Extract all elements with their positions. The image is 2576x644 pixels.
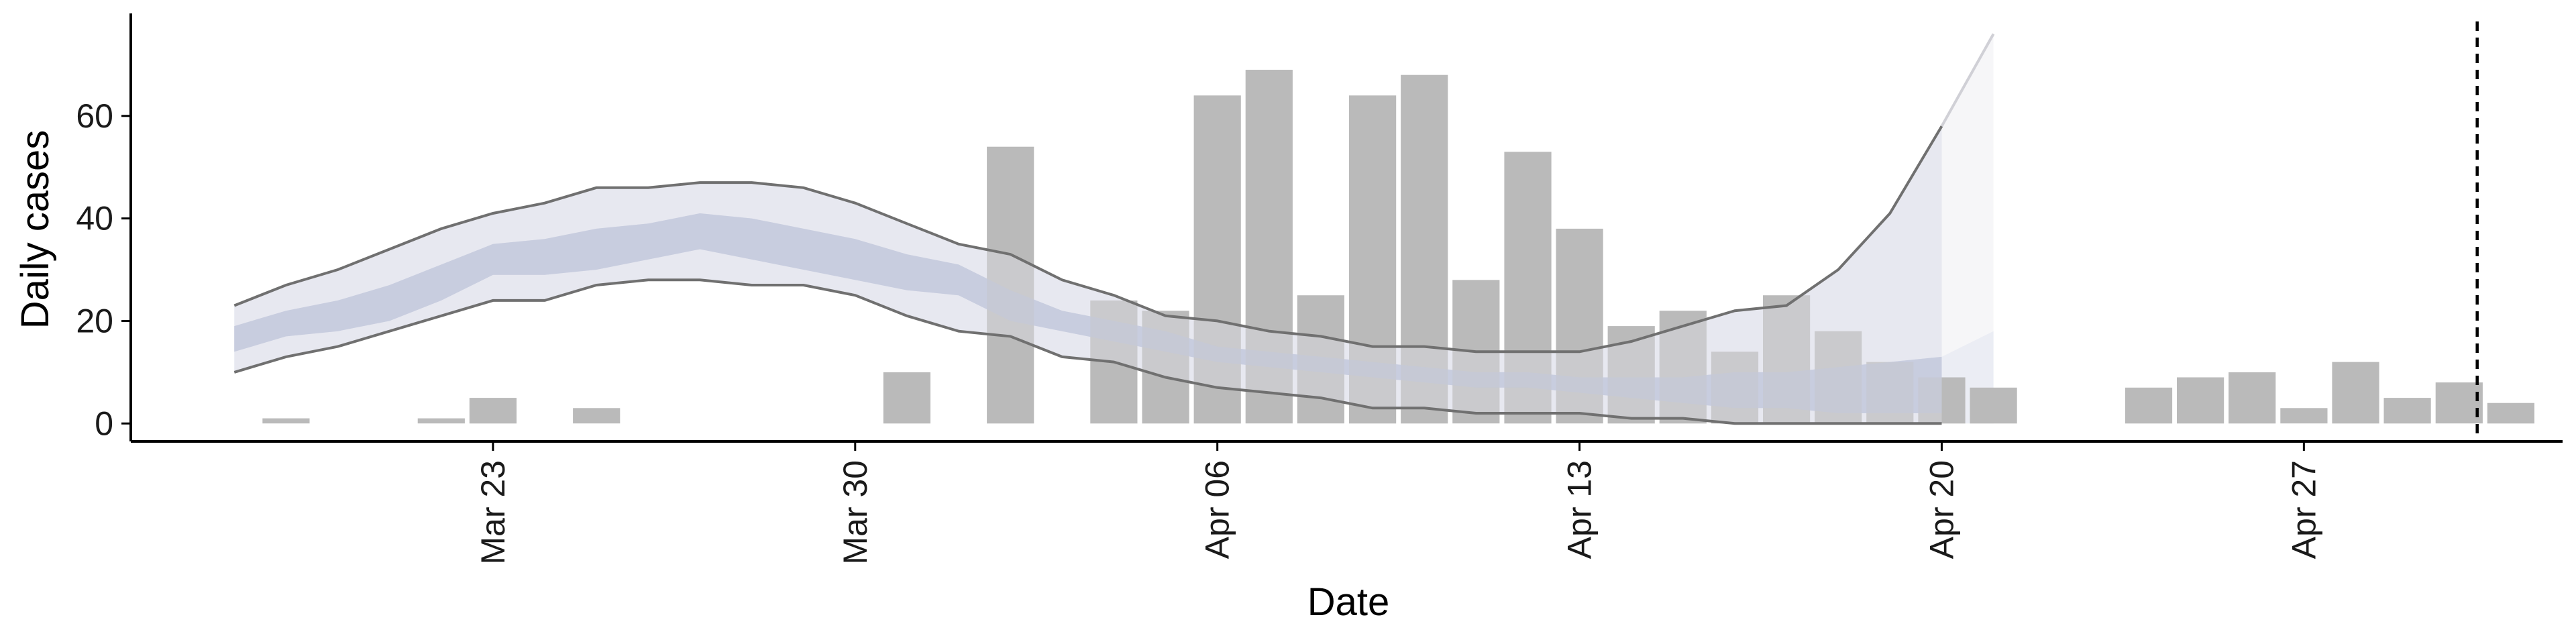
y-axis-title: Daily cases [13, 130, 57, 329]
bar-2020-04-21 [1970, 387, 2017, 424]
bar-2020-04-29 [2383, 398, 2431, 424]
y-tick-label-20: 20 [76, 302, 113, 339]
estimate-lower-line [233, 278, 1942, 425]
bar-2020-04-24 [2125, 387, 2173, 424]
estimate-overlay [233, 33, 1995, 425]
estimate-upper-line [233, 125, 1943, 354]
bar-2020-04-26 [2229, 372, 2276, 424]
x-tick-label-2020-04-27: Apr 27 [2285, 460, 2322, 559]
x-axis-title: Date [1307, 580, 1390, 624]
estimate-outer-band-overlay [234, 126, 1942, 424]
projection-upper-line [1940, 33, 1995, 127]
estimate-inner-band-overlay [234, 213, 1942, 413]
bar-2020-04-06 [1193, 95, 1241, 424]
y-tick-label-60: 60 [76, 97, 113, 135]
x-tick-label-2020-04-13: Apr 13 [1561, 460, 1599, 559]
bar-2020-03-23 [469, 398, 517, 424]
estimate-outer-band [234, 126, 1942, 424]
bar-2020-04-25 [2177, 377, 2224, 424]
bar-2020-04-30 [2435, 382, 2483, 424]
x-tick-label-2020-03-30: Mar 30 [837, 460, 874, 565]
projection-outer-band [1941, 34, 1994, 424]
axes: 0 20 40 60 Mar 23 Mar 30 Apr 06 Apr 13 Apr 20 Apr… [76, 13, 2563, 565]
x-tick-label-2020-03-23: Mar 23 [474, 460, 512, 565]
x-tick-label-2020-04-06: Apr 06 [1199, 460, 1236, 559]
bar-2020-03-22 [417, 418, 465, 424]
y-tick-label-40: 40 [76, 200, 113, 237]
bar-2020-03-31 [883, 372, 930, 424]
bar-2020-03-25 [573, 408, 621, 424]
bar-2020-05-01 [2487, 402, 2534, 424]
bar-2020-04-28 [2332, 362, 2379, 424]
bar-2020-04-10 [1401, 74, 1448, 424]
bar-2020-04-27 [2280, 408, 2328, 424]
x-tick-label-2020-04-20: Apr 20 [1923, 460, 1961, 559]
bar-2020-03-19 [262, 418, 310, 424]
y-tick-label-0: 0 [95, 405, 113, 442]
